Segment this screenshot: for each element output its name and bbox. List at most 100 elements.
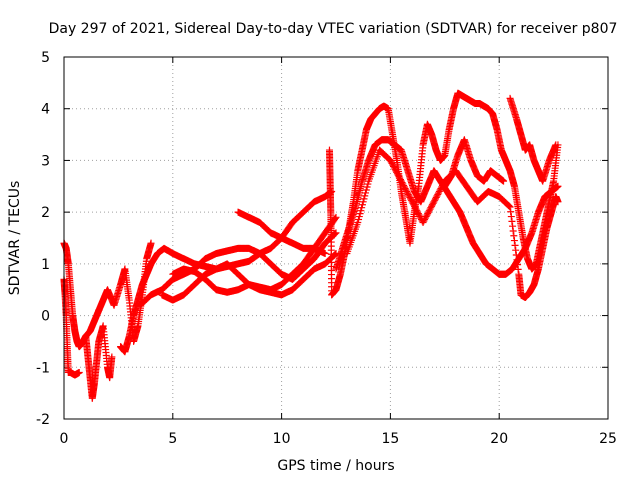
data-point xyxy=(411,204,419,212)
data-point xyxy=(362,189,370,197)
data-point xyxy=(393,170,401,178)
data-point xyxy=(399,180,407,188)
data-point xyxy=(357,207,365,215)
data-point xyxy=(401,185,409,193)
data-point xyxy=(355,216,363,224)
data-point xyxy=(420,217,428,225)
data-point xyxy=(437,185,445,193)
data-point xyxy=(421,214,429,222)
data-point xyxy=(429,199,437,207)
series-arc-14 xyxy=(506,94,560,185)
data-point xyxy=(500,177,508,185)
data-point xyxy=(410,202,418,210)
data-point xyxy=(408,198,416,206)
axis-ticks: 0 5 10 15 20 25 -2 -1 0 1 2 3 4 5 xyxy=(36,50,617,447)
series-arc-10 xyxy=(325,89,562,299)
data-point xyxy=(426,205,434,213)
series-arc-12 xyxy=(343,146,562,301)
data-point xyxy=(554,182,562,190)
series-arc-1 xyxy=(60,239,103,351)
data-points xyxy=(60,89,562,402)
data-point xyxy=(356,210,364,218)
data-point xyxy=(554,198,562,206)
data-point xyxy=(410,201,418,209)
data-point xyxy=(511,241,519,249)
data-point xyxy=(359,198,367,206)
data-point xyxy=(510,237,518,245)
data-point xyxy=(510,232,518,240)
x-tick-label: 25 xyxy=(599,431,617,447)
data-point xyxy=(425,207,433,215)
data-point xyxy=(428,202,436,210)
data-point xyxy=(405,192,413,200)
data-point xyxy=(421,216,429,224)
data-point xyxy=(509,227,517,235)
data-point xyxy=(419,218,427,226)
data-point xyxy=(424,208,432,216)
series-arc-3 xyxy=(82,322,116,402)
data-point xyxy=(393,168,401,176)
x-axis-label: GPS time / hours xyxy=(277,458,394,474)
x-tick-label: 0 xyxy=(60,431,69,447)
data-point xyxy=(354,218,362,226)
data-point xyxy=(362,186,370,194)
data-point xyxy=(398,179,406,187)
y-tick-label: 2 xyxy=(41,205,50,221)
x-tick-label: 15 xyxy=(381,431,399,447)
data-point xyxy=(431,196,439,204)
data-point xyxy=(395,173,403,181)
data-point xyxy=(430,198,438,206)
y-tick-label: -2 xyxy=(36,412,50,428)
data-point xyxy=(404,190,412,198)
data-point xyxy=(509,222,517,230)
data-point xyxy=(414,208,422,216)
data-point xyxy=(413,207,421,215)
data-point xyxy=(386,156,394,164)
data-point xyxy=(400,182,408,190)
y-tick-label: 4 xyxy=(41,102,50,118)
data-point xyxy=(512,251,520,259)
data-point xyxy=(507,213,515,221)
data-point xyxy=(505,202,513,210)
data-point xyxy=(423,211,431,219)
x-tick-label: 10 xyxy=(273,431,291,447)
series-arc-9 xyxy=(234,208,329,258)
data-point xyxy=(428,201,436,209)
data-point xyxy=(422,213,430,221)
data-point xyxy=(392,167,400,175)
data-point xyxy=(434,190,442,198)
data-point xyxy=(403,187,411,195)
data-point xyxy=(358,201,366,209)
data-point xyxy=(75,368,83,376)
data-point xyxy=(394,171,402,179)
data-point xyxy=(360,195,368,203)
y-axis-label: SDTVAR / TECUs xyxy=(7,181,23,296)
data-point xyxy=(363,183,371,191)
data-point xyxy=(505,201,513,209)
data-point xyxy=(396,174,404,182)
data-point xyxy=(406,193,414,201)
data-point xyxy=(512,246,520,254)
series-arc-11 xyxy=(332,136,562,278)
data-point xyxy=(435,187,443,195)
data-point xyxy=(331,214,339,222)
data-point xyxy=(432,193,440,201)
data-point xyxy=(388,159,396,167)
data-point xyxy=(506,203,514,211)
data-point xyxy=(431,195,439,203)
y-tick-label: 0 xyxy=(41,309,50,325)
data-point xyxy=(513,256,521,264)
data-point xyxy=(433,192,441,200)
data-point xyxy=(507,208,515,216)
y-tick-label: -1 xyxy=(36,360,50,376)
data-point xyxy=(552,141,560,149)
series-arc-13 xyxy=(441,136,508,190)
y-tick-label: 5 xyxy=(41,50,50,66)
data-point xyxy=(412,205,420,213)
data-point xyxy=(402,186,410,194)
data-point xyxy=(508,217,516,225)
data-point xyxy=(397,177,405,185)
data-point xyxy=(414,210,422,218)
x-tick-label: 5 xyxy=(168,431,177,447)
